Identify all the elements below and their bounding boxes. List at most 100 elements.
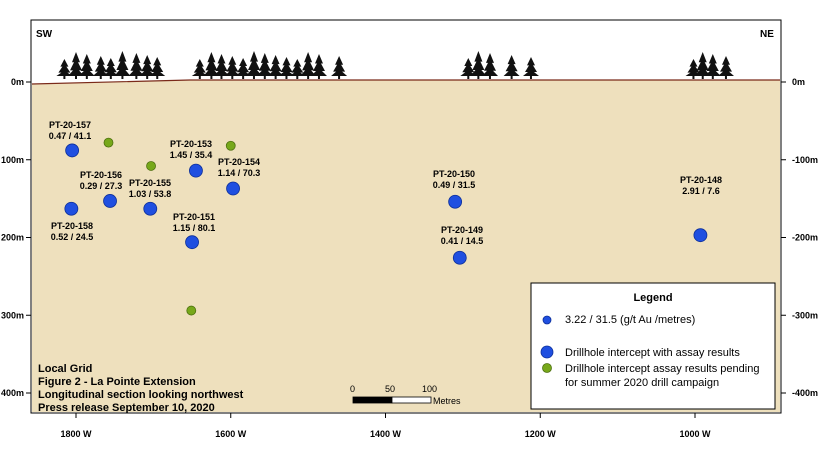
intercept-result-label: 1.03 / 53.8 — [129, 189, 172, 199]
direction-sw: SW — [36, 29, 53, 40]
scale-label-0: 0 — [350, 384, 355, 394]
tree-icon — [278, 57, 295, 79]
tree-crown — [213, 54, 230, 76]
tree-trunk — [711, 76, 714, 79]
tree-trunk — [198, 76, 201, 79]
tree-icon — [56, 59, 73, 79]
tree-crown — [311, 54, 327, 76]
intercept-marker — [65, 143, 80, 158]
tree-crown — [203, 52, 220, 76]
tree-crown — [470, 51, 487, 76]
legend-pending-symbol — [542, 363, 552, 373]
tree-crown — [114, 51, 131, 76]
tree-icon — [224, 56, 241, 79]
tree-trunk — [488, 76, 491, 79]
intercept-id-label: PT-20-154 — [218, 157, 260, 167]
scale-label-100: 100 — [422, 384, 437, 394]
scale-bar: 0 50 100 Metres — [350, 384, 461, 406]
tree-trunk — [274, 76, 277, 79]
left-depth-label: 0m — [11, 77, 24, 87]
legend-pending-label-2: for summer 2020 drill campaign — [565, 377, 719, 389]
intercept-result-label: 0.47 / 41.1 — [49, 131, 92, 141]
axis-ticks: 1800 W 1600 W 1400 W 1200 W 1000 W 0m 100m 200m… — [1, 77, 818, 439]
intercept-result-label: 0.49 / 31.5 — [433, 180, 476, 190]
x-tick-label: 1400 W — [370, 429, 402, 439]
tree-icon — [685, 59, 702, 79]
tree-trunk — [121, 76, 124, 79]
tree-crown — [246, 51, 262, 76]
figure-notes: Local Grid Figure 2 - La Pointe Extensio… — [38, 363, 244, 414]
legend: Legend 3.22 / 31.5 (g/t Au /metres) Dril… — [530, 282, 776, 410]
intercept-marker — [143, 201, 158, 216]
tree-crown — [191, 59, 208, 76]
intercept-marker — [189, 163, 203, 178]
tree-icon — [460, 58, 477, 79]
intercept-id-label: PT-20-155 — [129, 178, 171, 188]
legend-scale-example: 3.22 / 31.5 (g/t Au /metres) — [565, 314, 695, 326]
tree-crown — [685, 59, 702, 76]
tree-crown — [300, 52, 317, 76]
note-press-release: Press release September 10, 2020 — [38, 402, 215, 414]
tree-trunk — [510, 76, 513, 79]
direction-ne: NE — [760, 29, 774, 40]
tree-crown — [102, 58, 119, 76]
left-depth-label: 200m — [1, 233, 24, 243]
intercept-marker — [64, 201, 79, 216]
tree-icon — [289, 59, 306, 79]
tree-trunk — [109, 76, 112, 79]
pending-intercept-marker — [225, 140, 236, 151]
tree-crown — [704, 54, 721, 76]
intercept-result-label: 2.91 / 7.6 — [682, 186, 720, 196]
note-local-grid: Local Grid — [38, 363, 92, 375]
left-depth-label: 300m — [1, 310, 24, 320]
tree-trunk — [317, 76, 320, 79]
tree-trunk — [285, 76, 288, 79]
tree-icon — [68, 52, 84, 79]
legend-scale-symbol — [542, 315, 552, 325]
legend-box — [530, 282, 776, 410]
pending-intercept-marker — [186, 305, 197, 316]
tree-icon — [267, 55, 284, 79]
tree-crown — [139, 55, 156, 76]
tree-icon — [311, 54, 327, 79]
intercept-id-label: PT-20-151 — [173, 212, 215, 222]
tree-icon — [523, 57, 539, 79]
tree-crown — [256, 53, 273, 76]
intercept-id-label: PT-20-148 — [680, 175, 722, 185]
tree-icon — [694, 52, 711, 79]
x-tick-label: 1600 W — [215, 429, 247, 439]
tree-trunk — [529, 76, 532, 79]
tree-crown — [78, 54, 95, 76]
intercept-marker — [103, 194, 117, 208]
intercept-result-label: 0.52 / 24.5 — [51, 232, 94, 242]
tree-trunk — [99, 76, 102, 79]
left-depth-label: 400m — [1, 388, 24, 398]
tree-crown — [482, 53, 498, 76]
tree-crown — [56, 59, 73, 76]
tree-icon — [213, 54, 230, 79]
legend-pending-label-1: Drillhole intercept assay results pendin… — [565, 363, 759, 375]
tree-trunk — [242, 76, 245, 79]
pending-intercept-marker — [146, 161, 156, 171]
tree-crown — [224, 56, 241, 76]
tree-icon — [704, 54, 721, 79]
scale-segment-white — [391, 396, 432, 404]
tree-crown — [149, 57, 166, 76]
note-section-description: Longitudinal section looking northwest — [38, 389, 244, 401]
intercept-result-label: 1.15 / 80.1 — [173, 223, 216, 233]
tree-trunk — [467, 76, 470, 79]
intercept-marker — [693, 228, 708, 243]
intercept-marker — [226, 181, 240, 196]
right-depth-label: -400m — [792, 388, 818, 398]
tree-crown — [128, 53, 145, 76]
legend-assay-symbol — [540, 345, 554, 359]
tree-trunk — [63, 76, 66, 79]
pending-intercepts — [103, 137, 236, 316]
tree-crown — [267, 55, 284, 76]
tree-crown — [503, 55, 520, 76]
tree-crown — [523, 57, 539, 76]
right-depth-label: -300m — [792, 310, 818, 320]
tree-icon — [102, 58, 119, 79]
tree-icon — [149, 57, 166, 79]
